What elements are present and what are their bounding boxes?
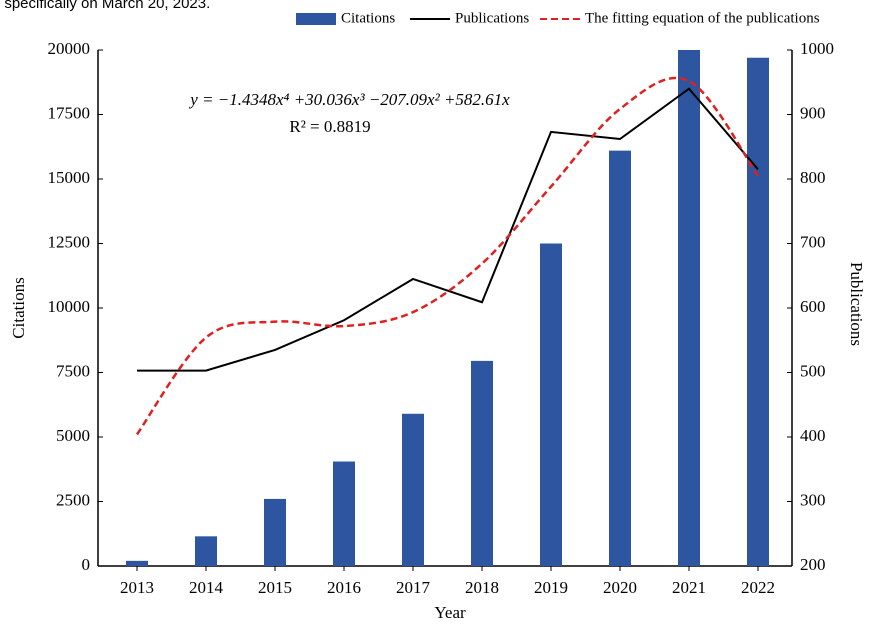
y-tick-label: 15000 (48, 168, 91, 187)
bar (333, 461, 355, 566)
caption-fragment: , specifically on March 20, 2023. (0, 0, 210, 12)
y-tick-label: 0 (82, 555, 91, 574)
bar (609, 150, 631, 566)
bar (471, 360, 493, 566)
x-axis-label: Year (434, 603, 466, 622)
x-tick-label: 2016 (327, 578, 361, 597)
y-tick-label: 7500 (56, 361, 90, 380)
bar (126, 560, 148, 566)
bar (264, 498, 286, 566)
y-tick-label: 20000 (48, 39, 91, 58)
x-tick-label: 2017 (396, 578, 431, 597)
y2-tick-label: 300 (800, 490, 826, 509)
x-tick-label: 2018 (465, 578, 499, 597)
bar (402, 413, 424, 566)
y2-tick-label: 600 (800, 297, 826, 316)
y2-tick-label: 700 (800, 232, 826, 251)
legend-label: Citations (341, 10, 395, 26)
r-squared: R² = 0.8819 (289, 117, 370, 136)
bar (195, 536, 217, 566)
y2-tick-label: 200 (800, 555, 826, 574)
y2-tick-label: 400 (800, 426, 826, 445)
y2-tick-label: 800 (800, 168, 826, 187)
y2-tick-label: 500 (800, 361, 826, 380)
x-tick-label: 2021 (672, 578, 706, 597)
y-tick-label: 17500 (48, 103, 91, 122)
y2-tick-label: 1000 (800, 39, 834, 58)
legend-label: The fitting equation of the publications (585, 10, 820, 26)
bar (747, 57, 769, 567)
bar (540, 243, 562, 566)
y-tick-label: 12500 (48, 232, 91, 251)
y2-tick-label: 900 (800, 103, 826, 122)
bar (678, 50, 700, 566)
x-tick-label: 2014 (189, 578, 224, 597)
y2-axis-label: Publications (847, 262, 866, 346)
legend-label: Publications (455, 10, 529, 26)
fit-curve (135, 76, 760, 436)
y-tick-label: 2500 (56, 490, 90, 509)
x-tick-label: 2022 (741, 578, 775, 597)
x-tick-label: 2013 (120, 578, 154, 597)
x-tick-label: 2015 (258, 578, 292, 597)
equation: y = −1.4348x⁴ +30.036x³ −207.09x² +582.6… (188, 90, 510, 109)
legend-swatch (296, 13, 336, 25)
y-tick-label: 10000 (48, 297, 91, 316)
x-tick-label: 2020 (603, 578, 637, 597)
x-tick-label: 2019 (534, 578, 568, 597)
y-axis-label: Citations (9, 277, 28, 338)
y-tick-label: 5000 (56, 426, 90, 445)
publications-line (137, 87, 759, 372)
